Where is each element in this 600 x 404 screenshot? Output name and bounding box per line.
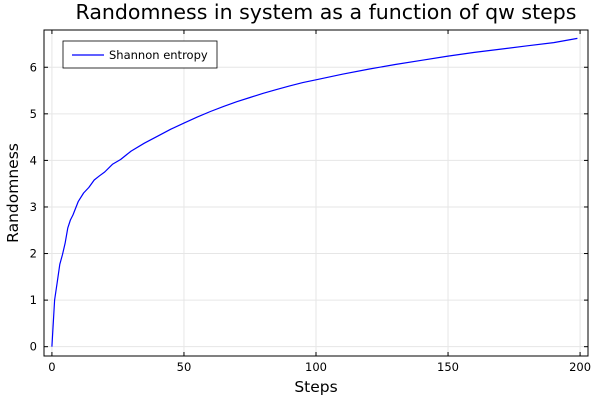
y-tick-label: 1 [30, 293, 37, 307]
x-axis-label: Steps [294, 378, 337, 396]
chart-title: Randomness in system as a function of qw… [76, 0, 577, 24]
x-tick-label: 0 [48, 360, 55, 374]
y-axis-label: Randomness [4, 143, 22, 243]
x-tick-label: 50 [177, 360, 192, 374]
y-tick-label: 0 [30, 340, 37, 354]
series-line-shannon-entropy [51, 37, 578, 347]
y-tick-label: 5 [30, 107, 37, 121]
x-tick-label: 150 [437, 360, 459, 374]
x-tick-label: 100 [305, 360, 327, 374]
y-tick-label: 4 [30, 153, 37, 167]
ticks: 0 50 100 150 200 0 1 2 3 4 5 6 [30, 30, 591, 374]
y-tick-label: 3 [30, 200, 37, 214]
legend-label: Shannon entropy [109, 48, 208, 62]
legend: Shannon entropy [62, 40, 218, 69]
y-tick-label: 6 [30, 60, 37, 74]
x-tick-label: 200 [569, 360, 591, 374]
grid [44, 30, 588, 356]
y-tick-label: 2 [30, 247, 37, 261]
